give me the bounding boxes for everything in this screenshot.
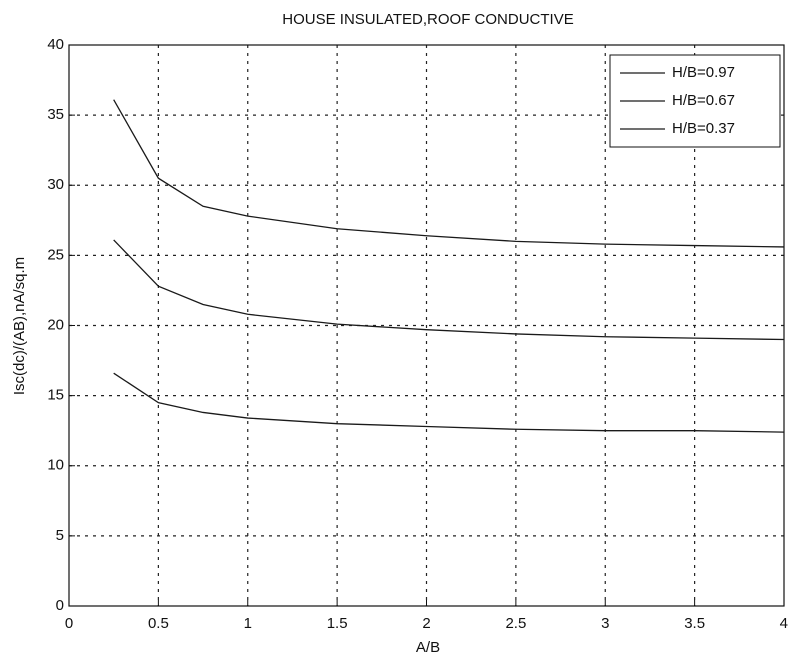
x-axis-label: A/B	[416, 639, 440, 656]
y-axis-label: Isc(dc)/(AB),nA/sq.m	[11, 257, 28, 395]
y-tick-label: 20	[47, 316, 64, 333]
y-tick-label: 10	[47, 457, 64, 474]
legend-label: H/B=0.67	[672, 92, 735, 109]
x-tick-label: 2	[422, 615, 430, 632]
x-tick-label: 1	[244, 615, 252, 632]
x-tick-label: 2.5	[505, 615, 526, 632]
x-tick-label: 3.5	[684, 615, 705, 632]
x-tick-label: 0.5	[148, 615, 169, 632]
y-tick-label: 5	[56, 527, 64, 544]
line-series	[113, 372, 785, 433]
x-tick-label: 0	[65, 615, 73, 632]
y-tick-label: 15	[47, 387, 64, 404]
x-tick-label: 1.5	[327, 615, 348, 632]
y-tick-label: 35	[47, 106, 64, 123]
plot-frame	[68, 44, 785, 607]
y-tick-label: 0	[56, 597, 64, 614]
x-tick-label: 3	[601, 615, 609, 632]
y-tick-label: 40	[47, 36, 64, 53]
line-series	[113, 239, 785, 341]
y-tick-label: 30	[47, 176, 64, 193]
legend-label: H/B=0.37	[672, 120, 735, 137]
y-tick-label: 25	[47, 246, 64, 263]
x-tick-label: 4	[780, 615, 788, 632]
legend-label: H/B=0.97	[672, 64, 735, 81]
chart-title: HOUSE INSULATED,ROOF CONDUCTIVE	[282, 11, 573, 28]
line-series	[113, 99, 785, 248]
